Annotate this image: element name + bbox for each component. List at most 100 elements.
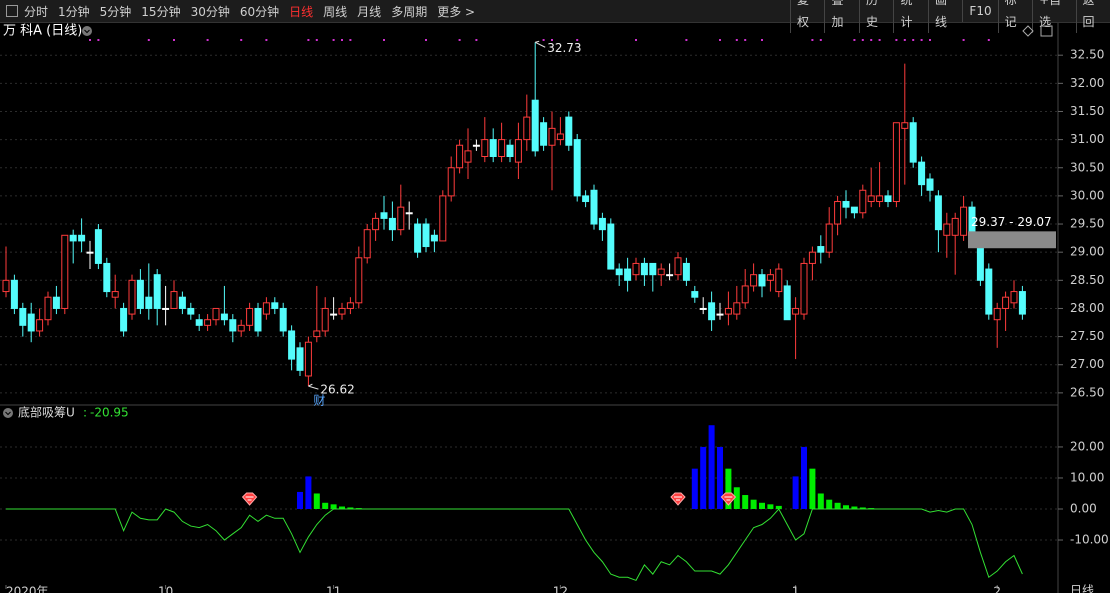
indicator-separator: : (83, 406, 87, 420)
candle-body (69, 234, 77, 242)
candle-body (775, 268, 783, 293)
signal-dot (761, 39, 763, 41)
candle-body (565, 116, 573, 146)
indicator-bar (700, 446, 707, 509)
candle-body (892, 122, 900, 203)
tool-button[interactable]: 返回 (1075, 0, 1110, 33)
x-tick-label: 1 (792, 585, 800, 593)
candle-body (766, 274, 774, 281)
icon-glyph (5, 411, 11, 416)
candle-body (254, 307, 262, 332)
period-tab[interactable]: 月线 (357, 4, 382, 19)
period-tab[interactable]: 60分钟 (239, 4, 280, 19)
candle-body (758, 274, 766, 287)
candle-body (481, 139, 489, 157)
candle-body (800, 262, 808, 315)
candle-body (741, 285, 749, 304)
signal-dot (349, 39, 352, 41)
y-tick-label: 29.00 (1070, 245, 1104, 259)
signal-dot (147, 39, 150, 41)
candle-body (10, 279, 18, 309)
candle-body (1002, 296, 1010, 309)
candle-body (674, 257, 682, 276)
indicator-bar (330, 504, 337, 509)
candle-body (170, 291, 178, 309)
indicator-bar (826, 499, 833, 509)
candle-body (355, 257, 363, 304)
candle-body (237, 324, 245, 332)
period-tab[interactable]: 周线 (323, 4, 348, 19)
candle-body (548, 127, 556, 146)
signal-dot (89, 39, 91, 41)
candle-body (489, 139, 497, 157)
candle-body (901, 122, 909, 129)
indicator-bar (809, 468, 816, 509)
x-tick-label: 12 (553, 585, 568, 593)
signal-dot (744, 39, 747, 41)
y-tick-label: 27.00 (1070, 357, 1104, 371)
period-tab[interactable]: 15分钟 (141, 4, 181, 19)
candle-body (598, 217, 606, 231)
y-tick-label: 29.50 (1070, 217, 1104, 231)
indicator-menu-icon[interactable] (3, 408, 13, 418)
signal-dot (265, 39, 268, 41)
indicator-bar (834, 502, 841, 509)
candle-body (456, 144, 464, 169)
candle-body (632, 262, 640, 276)
period-tab[interactable]: 日线 (289, 4, 314, 19)
candle-body (699, 307, 707, 310)
period-tab[interactable]: 分时 (24, 4, 49, 19)
menu-icon[interactable] (6, 5, 18, 17)
signal-dot (425, 39, 427, 41)
period-tab[interactable]: 多周期 (391, 4, 428, 19)
period-tab[interactable]: 更多 > (437, 4, 476, 19)
signal-dot (853, 39, 856, 41)
signal-dot (903, 39, 906, 41)
indicator-line (6, 508, 1023, 581)
chart-title: 万 科A (日线) (3, 24, 82, 39)
candle-body (153, 274, 161, 309)
candle-body (220, 313, 228, 321)
candle-body (380, 212, 388, 219)
candle-body (682, 262, 690, 281)
candle-body (103, 262, 111, 293)
panel-icon[interactable] (1040, 25, 1053, 37)
candle-body (128, 279, 136, 315)
period-tab[interactable]: 5分钟 (99, 4, 132, 19)
tool-button[interactable]: 画线 (927, 0, 962, 33)
candle-body (523, 116, 531, 141)
candle-body (640, 262, 648, 276)
y-tick-label: 31.00 (1070, 132, 1104, 146)
candle-body (472, 144, 480, 147)
tool-button[interactable]: 标记 (997, 0, 1032, 33)
candle-body (36, 319, 44, 332)
candle-body (1018, 291, 1026, 315)
candle-body (346, 302, 354, 309)
signal-dot (551, 39, 553, 41)
candle-body (338, 307, 346, 315)
signal-dot (240, 39, 243, 41)
y-tick-label: 30.00 (1070, 188, 1104, 202)
tool-button[interactable]: 复权 (790, 0, 824, 33)
period-tab[interactable]: 1分钟 (58, 4, 90, 19)
tool-button[interactable]: 统计 (893, 0, 927, 33)
y-tick-label: 31.50 (1070, 104, 1104, 118)
candle-body (288, 330, 296, 360)
diamond-icon[interactable] (1022, 25, 1034, 37)
title-menu-icon[interactable] (82, 26, 92, 36)
candle-body (498, 139, 506, 157)
tool-button[interactable]: 历史 (858, 0, 893, 33)
candle-body (876, 195, 884, 203)
candle-body (2, 279, 10, 293)
period-tab[interactable]: 30分钟 (190, 4, 230, 19)
candle-body (52, 296, 60, 309)
signal-icon (241, 492, 258, 506)
tool-button[interactable]: 叠加 (824, 0, 858, 33)
candle-body (960, 206, 968, 236)
y-tick-label: 32.50 (1070, 48, 1104, 62)
candle-body (531, 99, 539, 152)
signal-icon (720, 492, 737, 506)
tool-button[interactable]: F10 (962, 0, 997, 22)
y-tick-label: -10.00 (1070, 533, 1109, 547)
